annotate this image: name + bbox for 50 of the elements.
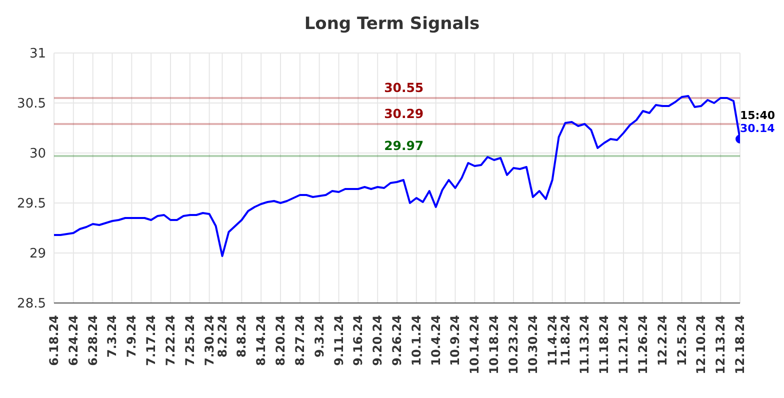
- x-tick-label: 6.18.24: [47, 315, 61, 366]
- x-tick-label: 8.2.24: [215, 315, 230, 358]
- x-tick-label: 7.25.24: [182, 315, 197, 366]
- x-tick-label: 10.1.24: [409, 315, 424, 366]
- x-tick-label: 12.10.24: [694, 315, 708, 374]
- annotation: 15:40: [740, 109, 776, 122]
- x-tick-label: 8.8.24: [234, 315, 249, 358]
- x-tick-label: 6.24.24: [66, 315, 80, 366]
- x-tick-label: 10.4.24: [428, 315, 443, 366]
- x-tick-label: 8.20.24: [274, 315, 288, 366]
- y-tick-label: 29.5: [17, 196, 46, 212]
- line-series: [54, 95, 740, 257]
- x-tick-label: 11.4.24: [545, 315, 560, 366]
- x-tick-label: 12.13.24: [714, 315, 728, 374]
- x-tick-label: 7.30.24: [202, 315, 216, 366]
- x-tick-label: 11.8.24: [558, 315, 572, 366]
- x-tick-label: 10.18.24: [487, 315, 502, 374]
- x-tick-label: 7.17.24: [144, 315, 158, 366]
- x-tick-label: 10.9.24: [448, 315, 462, 366]
- x-tick-label: 10.14.24: [468, 315, 482, 374]
- y-tick-label: 30: [29, 146, 46, 162]
- x-tick-label: 11.26.24: [636, 315, 650, 374]
- chart-title: Long Term Signals: [303, 14, 481, 34]
- x-tick-label: 9.16.24: [351, 315, 366, 366]
- data-label: 30.14: [740, 122, 776, 135]
- x-tick-label: 9.3.24: [312, 315, 326, 358]
- y-tick-label: 30.5: [17, 96, 46, 112]
- x-tick-label: 7.22.24: [163, 315, 178, 366]
- x-tick-label: 6.28.24: [86, 315, 100, 366]
- x-tick-label: 8.27.24: [292, 315, 307, 366]
- x-tick-label: 12.18.24: [733, 315, 747, 374]
- ref-line-label: 30.29: [384, 106, 424, 121]
- x-tick-label: 10.23.24: [506, 315, 520, 374]
- x-tick-label: 9.20.24: [370, 315, 385, 366]
- ref-line-label: 29.97: [384, 138, 424, 153]
- y-tick-label: 31: [29, 46, 46, 62]
- x-tick-label: 11.18.24: [597, 315, 612, 374]
- x-tick-label: 11.13.24: [578, 315, 592, 374]
- x-tick-label: 12.5.24: [674, 315, 689, 366]
- x-tick-label: 11.21.24: [616, 315, 631, 374]
- x-tick-label: 9.26.24: [390, 315, 404, 366]
- ref-line-label: 30.55: [384, 80, 424, 95]
- x-tick-label: 7.3.24: [105, 315, 120, 358]
- x-tick-label: 10.30.24: [526, 315, 540, 374]
- x-tick-label: 8.14.24: [254, 315, 268, 366]
- y-tick-label: 28.5: [17, 296, 46, 312]
- x-tick-label: 7.9.24: [124, 315, 139, 358]
- x-tick-label: 12.2.24: [655, 315, 670, 366]
- y-tick-label: 29: [29, 246, 46, 262]
- x-tick-label: 9.11.24: [332, 315, 346, 366]
